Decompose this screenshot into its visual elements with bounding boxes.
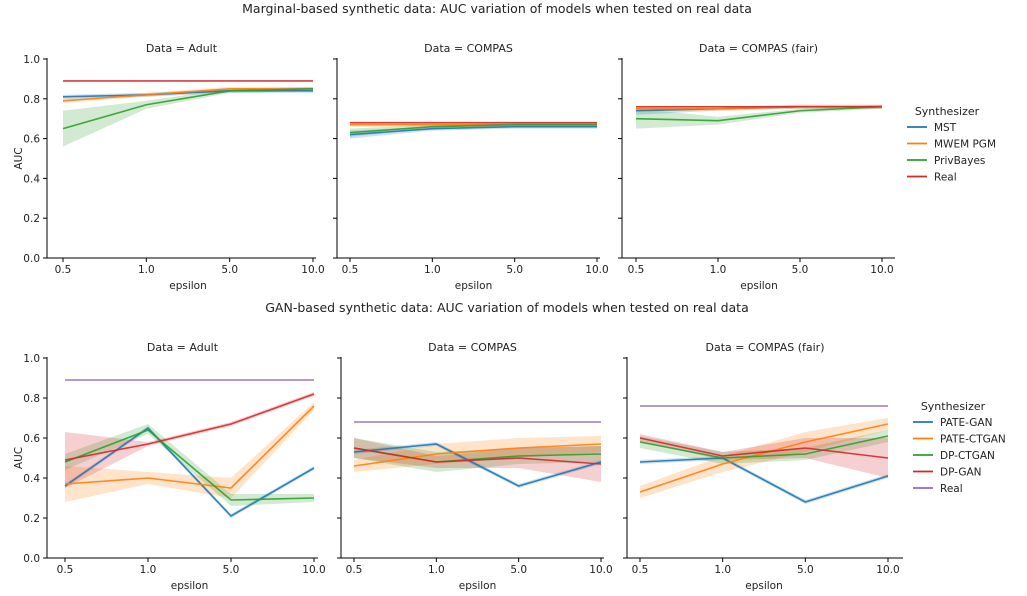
y-tick-label: 0.2 [23, 513, 40, 525]
y-tick-label: 0.4 [23, 173, 40, 185]
y-tick-label: 0.6 [23, 433, 40, 445]
series-line-privbayes [62, 88, 314, 130]
ci-band-privbayes [63, 86, 313, 147]
series-line-dp-gan [353, 447, 602, 465]
series-line-mst [349, 125, 597, 136]
x-tick-label: 0.5 [342, 264, 359, 276]
panel-1: Data = Adult 0.0 0.2 0.4 0.6 0.8 1.0 AUC 0.5 1.0 5… [13, 42, 325, 292]
panel-3: Data = COMPAS (fair) 0.5 1.0 5.0 10.0 epsilon [618, 42, 895, 292]
x-tick-label: 5.0 [506, 264, 523, 276]
series-line-dp-gan [639, 437, 889, 459]
series-line-dp-ctgan [64, 429, 315, 501]
x-tick-label: 5.0 [221, 264, 238, 276]
x-axis-label: epsilon [459, 580, 497, 592]
x-tick-label: 5.0 [223, 564, 240, 576]
panel-6: Data = COMPAS (fair) 0.5 1.0 5.0 10.0 epsilon [623, 341, 903, 592]
legend-item-label: DP-CTGAN [940, 450, 995, 462]
x-tick-label: 0.5 [632, 564, 649, 576]
x-tick-label: 1.0 [428, 564, 445, 576]
x-tick-label: 1.0 [424, 264, 441, 276]
series-line-mst [62, 90, 313, 98]
panel-title: Data = COMPAS [424, 42, 513, 55]
y-tick-label: 0.0 [23, 553, 40, 565]
x-tick-label: 1.0 [710, 264, 727, 276]
x-axis-label: epsilon [745, 580, 783, 592]
legend-item-label: DP-GAN [940, 467, 982, 479]
legend-bottom: Synthesizer PATE-GAN PATE-CTGAN DP-CTGAN DP-… [913, 400, 1006, 495]
legend-title: Synthesizer [921, 400, 986, 413]
legend-item-label: PATE-CTGAN [940, 434, 1006, 446]
y-tick-label: 1.0 [23, 353, 40, 365]
y-tick-label: 0.8 [23, 94, 40, 106]
ci-band-privbayes [636, 104, 882, 129]
series-line-pate-gan [639, 457, 889, 503]
top-figure-title: Marginal-based synthetic data: AUC varia… [242, 1, 752, 16]
x-tick-label: 10.0 [301, 264, 324, 276]
legend-item-label: PrivBayes [934, 155, 985, 167]
ci-band-pate-ctgan [65, 402, 314, 502]
x-tick-label: 10.0 [302, 564, 325, 576]
series-line-pate-ctgan [639, 423, 889, 493]
y-tick-label: 0.0 [23, 253, 40, 265]
panel-title: Data = COMPAS [428, 341, 517, 354]
x-tick-label: 5.0 [510, 564, 527, 576]
panel-title: Data = Adult [147, 341, 219, 354]
series-line-pate-gan [353, 443, 602, 487]
panels: Data = Adult 0.0 0.2 0.4 0.6 0.8 1.0 AUC 0.5 1.0 5… [13, 42, 903, 592]
ci-band-pate-ctgan [354, 436, 601, 472]
legend-item-label: MWEM PGM [934, 139, 996, 151]
panel-5: Data = COMPAS 0.5 1.0 5.0 10.0 epsilon [337, 341, 613, 592]
panel-title: Data = Adult [146, 42, 218, 55]
y-tick-label: 1.0 [23, 54, 40, 66]
x-tick-label: 1.0 [138, 264, 155, 276]
y-axis-label: AUC [13, 147, 25, 169]
legend-item-label: MST [934, 122, 957, 134]
x-tick-label: 0.5 [55, 264, 72, 276]
x-tick-label: 1.0 [714, 564, 731, 576]
x-tick-label: 5.0 [797, 564, 814, 576]
panel-2: Data = COMPAS 0.5 1.0 5.0 10.0 epsilon [333, 42, 609, 292]
x-tick-label: 1.0 [140, 564, 157, 576]
x-tick-label: 0.5 [628, 264, 645, 276]
x-tick-label: 10.0 [589, 564, 612, 576]
legend-top: Synthesizer MST MWEM PGM PrivBayes Real [907, 105, 996, 184]
series-line-privbayes [635, 105, 883, 122]
y-tick-label: 0.2 [23, 213, 40, 225]
x-axis-label: epsilon [171, 580, 209, 592]
panel-4: Data = Adult 0.0 0.2 0.4 0.6 0.8 1.0 AUC 0.5 1.0 5… [13, 341, 326, 592]
legend-item-label: PATE-GAN [940, 417, 992, 429]
ci-band-dp-ctgan [354, 438, 601, 472]
legend-title: Synthesizer [915, 105, 980, 118]
series-line-pate-ctgan [64, 405, 315, 489]
y-tick-label: 0.4 [23, 473, 40, 485]
series-line-pate-ctgan [353, 443, 602, 467]
panel-title: Data = COMPAS (fair) [705, 341, 824, 354]
x-axis-label: epsilon [169, 280, 207, 292]
x-axis-label: epsilon [740, 280, 778, 292]
y-tick-label: 0.8 [23, 393, 40, 405]
series-line-mwem-pgm [62, 88, 313, 102]
x-tick-label: 0.5 [57, 564, 74, 576]
y-tick-label: 0.6 [23, 134, 40, 146]
x-tick-label: 5.0 [792, 264, 809, 276]
legend-item-label: Real [934, 172, 957, 184]
legend-item-label: Real [940, 483, 963, 495]
series-line-privbayes [349, 123, 597, 134]
bottom-figure-title: GAN-based synthetic data: AUC variation … [265, 300, 748, 315]
series-line-pate-gan [64, 426, 315, 518]
x-tick-label: 10.0 [870, 264, 893, 276]
series-line-dp-ctgan [639, 435, 889, 459]
x-tick-label: 0.5 [346, 564, 363, 576]
y-axis-label: AUC [13, 447, 25, 469]
series-line-dp-gan [64, 393, 315, 461]
x-tick-label: 10.0 [585, 264, 608, 276]
x-tick-label: 10.0 [876, 564, 899, 576]
panel-title: Data = COMPAS (fair) [699, 42, 818, 55]
x-axis-label: epsilon [455, 280, 493, 292]
ci-band-dp-ctgan [640, 430, 888, 464]
